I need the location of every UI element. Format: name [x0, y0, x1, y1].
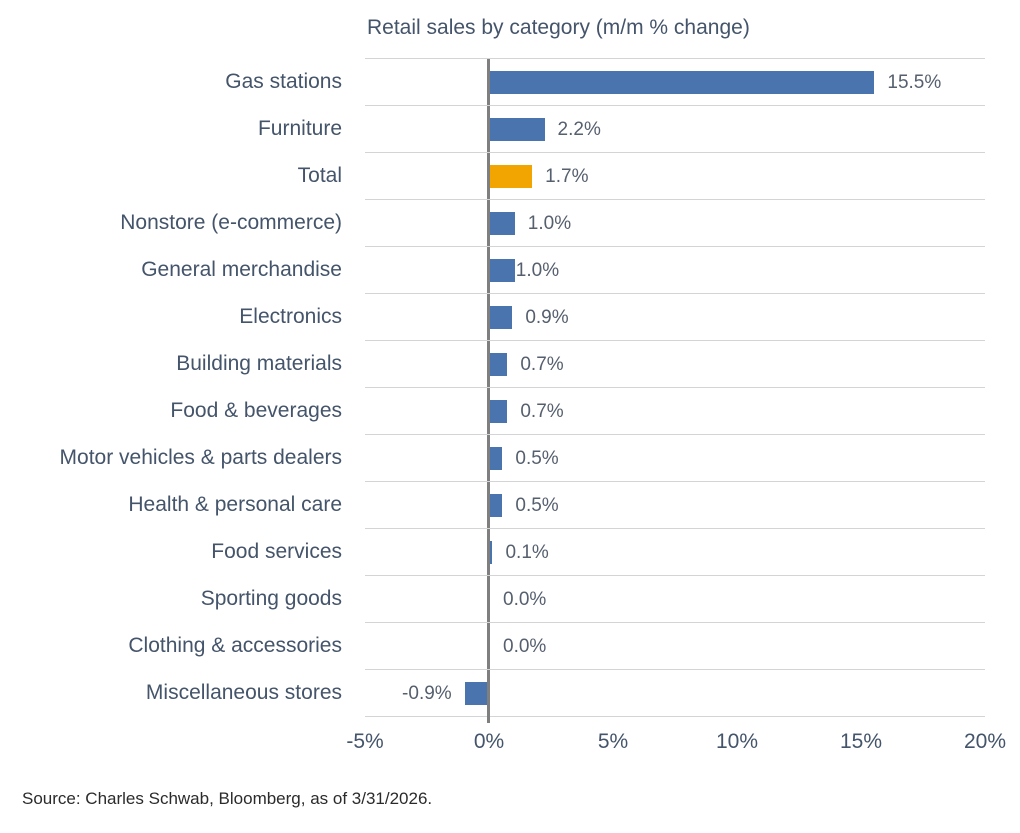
x-tick-label: 0% [473, 730, 505, 753]
category-label: Gas stations [225, 70, 342, 93]
chart-row: 0.7% [365, 340, 985, 387]
category-label: Food & beverages [170, 399, 342, 422]
category-label: Motor vehicles & parts dealers [59, 446, 342, 469]
data-bar [490, 494, 503, 517]
data-bar [490, 71, 875, 94]
data-bar [464, 682, 487, 705]
value-label: 2.2% [557, 119, 601, 140]
value-label: 1.0% [527, 213, 572, 234]
category-label: Furniture [257, 117, 342, 140]
value-label: -0.9% [402, 683, 452, 704]
chart-title: Retail sales by category (m/m % change) [367, 16, 750, 39]
x-axis: -5% 0% 5% 10% 15% 20% [346, 730, 1006, 760]
data-bar [490, 541, 493, 564]
plot-area: 15.5% 2.2% 1.7% 1.0% 1.0% 0.9% 0.7% 0.7% 0.5% 0.5… [365, 58, 985, 723]
category-label: Health & personal care [128, 493, 342, 516]
chart-row: 0.1% [365, 528, 985, 575]
chart-row: 15.5% [365, 58, 985, 105]
value-label: 0.0% [503, 589, 547, 610]
data-bar [490, 259, 515, 282]
data-bar [490, 118, 545, 141]
category-label: Total [297, 164, 342, 187]
chart-row: 2.2% [365, 105, 985, 152]
chart-row: 0.9% [365, 293, 985, 340]
chart-row: -0.9% [365, 669, 985, 716]
x-tick-label: 15% [839, 730, 883, 753]
value-label: 0.5% [515, 448, 559, 469]
x-tick-label: 5% [597, 730, 629, 753]
chart-row: 0.7% [365, 387, 985, 434]
chart-row: 1.0% [365, 199, 985, 246]
data-bar [490, 447, 503, 470]
value-label: 0.7% [520, 401, 564, 422]
chart-row: 1.7% [365, 152, 985, 199]
x-tick-label: 20% [963, 730, 1007, 753]
value-label: 0.0% [503, 636, 547, 657]
data-bar [490, 212, 515, 235]
value-label: 0.5% [515, 495, 559, 516]
total-bar-highlight [490, 165, 533, 188]
x-tick-label: -5% [346, 730, 384, 753]
zero-axis-line [487, 58, 490, 723]
category-label: Food services [211, 540, 342, 563]
category-axis: Gas stations Furniture Total Nonstore (e-co… [0, 58, 342, 716]
value-label: 1.7% [545, 166, 589, 187]
value-label: 15.5% [887, 72, 942, 93]
chart-row: 0.0% [365, 575, 985, 622]
chart-row: 0.0% [365, 622, 985, 669]
data-bar [490, 306, 513, 329]
value-label: 0.7% [520, 354, 564, 375]
chart-row: 0.5% [365, 434, 985, 481]
category-label: Building materials [176, 352, 342, 375]
category-label: Sporting goods [200, 587, 342, 610]
x-tick-label: 10% [715, 730, 759, 753]
value-label: 1.0% [515, 260, 560, 281]
chart-row: 0.5% [365, 481, 985, 528]
chart-row: 1.0% [365, 246, 985, 293]
value-label: 0.9% [525, 307, 569, 328]
category-label: General merchandise [141, 258, 342, 281]
category-label: Miscellaneous stores [145, 681, 342, 704]
value-label: 0.1% [505, 542, 549, 563]
category-label: Nonstore (e-commerce) [120, 211, 342, 234]
category-label: Electronics [239, 305, 342, 328]
category-label: Clothing & accessories [128, 634, 342, 657]
data-bar [490, 400, 508, 423]
data-bar [490, 353, 508, 376]
source-note: Source: Charles Schwab, Bloomberg, as of… [22, 789, 433, 808]
